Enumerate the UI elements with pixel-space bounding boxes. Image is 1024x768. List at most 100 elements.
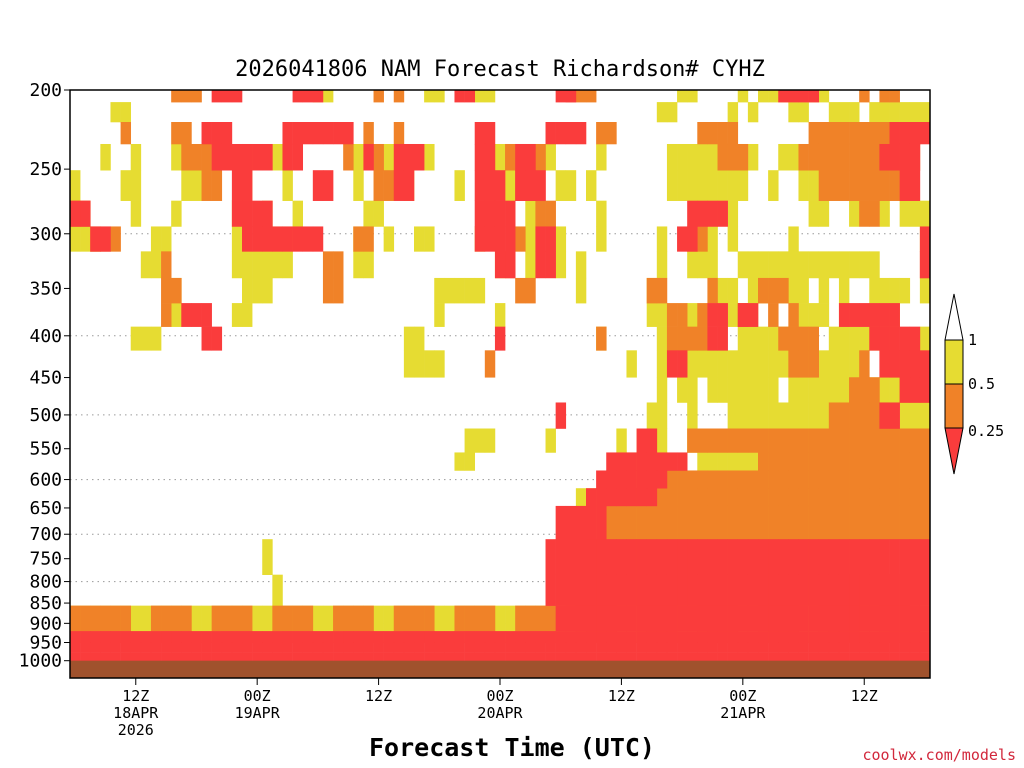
heatmap-cell [828, 428, 840, 453]
heatmap-cell [687, 402, 698, 429]
heatmap-cell [636, 539, 648, 575]
heatmap-cell [717, 170, 728, 201]
heatmap-cell [494, 652, 506, 661]
heatmap-cell [161, 226, 172, 252]
heatmap-cell [838, 428, 850, 453]
heatmap-cell [80, 642, 91, 653]
heatmap-cell [919, 428, 930, 453]
x-tick-label: 19APR [235, 704, 281, 722]
heatmap-cell [596, 226, 607, 252]
heatmap-cell [252, 631, 263, 643]
heatmap-cell [161, 642, 172, 653]
heatmap-cell [505, 631, 516, 643]
heatmap-cell [677, 631, 688, 643]
heatmap-cell [747, 452, 759, 471]
heatmap-cell [768, 170, 779, 201]
heatmap-cell [666, 652, 678, 661]
heatmap-cell [181, 642, 192, 653]
heatmap-cell [707, 303, 718, 327]
heatmap-cell [869, 605, 880, 632]
y-tick-label: 550 [29, 439, 62, 460]
heatmap-cell [575, 574, 587, 606]
heatmap-cell [869, 470, 880, 489]
heatmap-cell [879, 277, 890, 304]
heatmap-cell [515, 143, 526, 171]
heatmap-cell [798, 470, 809, 489]
heatmap-cell [687, 226, 698, 252]
heatmap-cell [292, 200, 304, 227]
heatmap-cell [849, 402, 860, 429]
heatmap-cell [747, 377, 759, 403]
heatmap-cell [505, 143, 516, 171]
heatmap-cell [140, 605, 152, 632]
heatmap-cell [353, 143, 364, 171]
heatmap-cell [373, 631, 384, 643]
heatmap-cell [515, 642, 526, 653]
heatmap-cell [838, 631, 850, 643]
heatmap-cell [919, 539, 930, 575]
heatmap-cell [899, 350, 911, 378]
heatmap-cell [737, 303, 749, 327]
heatmap-cell [828, 631, 840, 643]
heatmap-cell [474, 428, 486, 453]
heatmap-cell [879, 452, 890, 471]
heatmap-cell [889, 402, 900, 429]
heatmap-cell [515, 226, 526, 252]
heatmap-cell [626, 539, 637, 575]
heatmap-cell [677, 652, 688, 661]
heatmap-cell [656, 642, 668, 653]
heatmap-cell [120, 122, 132, 145]
heatmap-cell [889, 122, 900, 145]
heatmap-cell [434, 642, 445, 653]
heatmap-cell [181, 605, 192, 632]
heatmap-cell [869, 631, 880, 643]
heatmap-cell [454, 277, 465, 304]
heatmap-cell [788, 605, 799, 632]
heatmap-cell [656, 251, 668, 279]
cell-layer [70, 90, 930, 678]
heatmap-cell [646, 505, 658, 540]
heatmap-cell [666, 539, 678, 575]
heatmap-cell [494, 226, 506, 252]
heatmap-cell [596, 122, 607, 145]
heatmap-cell [494, 170, 506, 201]
heatmap-cell [737, 143, 749, 171]
heatmap-cell [828, 143, 840, 171]
heatmap-cell [828, 326, 840, 351]
heatmap-cell [545, 642, 556, 653]
heatmap-cell [747, 631, 759, 643]
y-tick-label: 650 [29, 498, 62, 519]
heatmap-cell [717, 452, 728, 471]
heatmap-cell [464, 631, 476, 643]
heatmap-cell [909, 488, 921, 507]
heatmap-cell [768, 539, 779, 575]
heatmap-cell [899, 170, 911, 201]
heatmap-cell [849, 631, 860, 643]
heatmap-cell [231, 143, 243, 171]
heatmap-cell [383, 631, 395, 643]
heatmap-cell [788, 377, 799, 403]
heatmap-cell [626, 631, 637, 643]
heatmap-cell [252, 652, 263, 661]
heatmap-cell [322, 90, 334, 103]
heatmap-cell [656, 539, 668, 575]
heatmap-cell [171, 90, 182, 103]
heatmap-cell [778, 402, 789, 429]
heatmap-cell [484, 631, 496, 643]
heatmap-cell [363, 226, 374, 252]
heatmap-cell [171, 642, 182, 653]
heatmap-cell [697, 428, 708, 453]
heatmap-cell [231, 303, 243, 327]
x-tick-label: 00Z [244, 687, 271, 705]
heatmap-cell [727, 488, 739, 507]
heatmap-cell [322, 605, 334, 632]
heatmap-cell [434, 631, 445, 643]
heatmap-cell [859, 652, 870, 661]
heatmap-cell [565, 652, 577, 661]
heatmap-cell [838, 350, 850, 378]
heatmap-cell [302, 90, 314, 103]
heatmap-cell [909, 350, 921, 378]
heatmap-cell [130, 631, 142, 643]
heatmap-cell [677, 350, 688, 378]
heatmap-cell [919, 326, 930, 351]
